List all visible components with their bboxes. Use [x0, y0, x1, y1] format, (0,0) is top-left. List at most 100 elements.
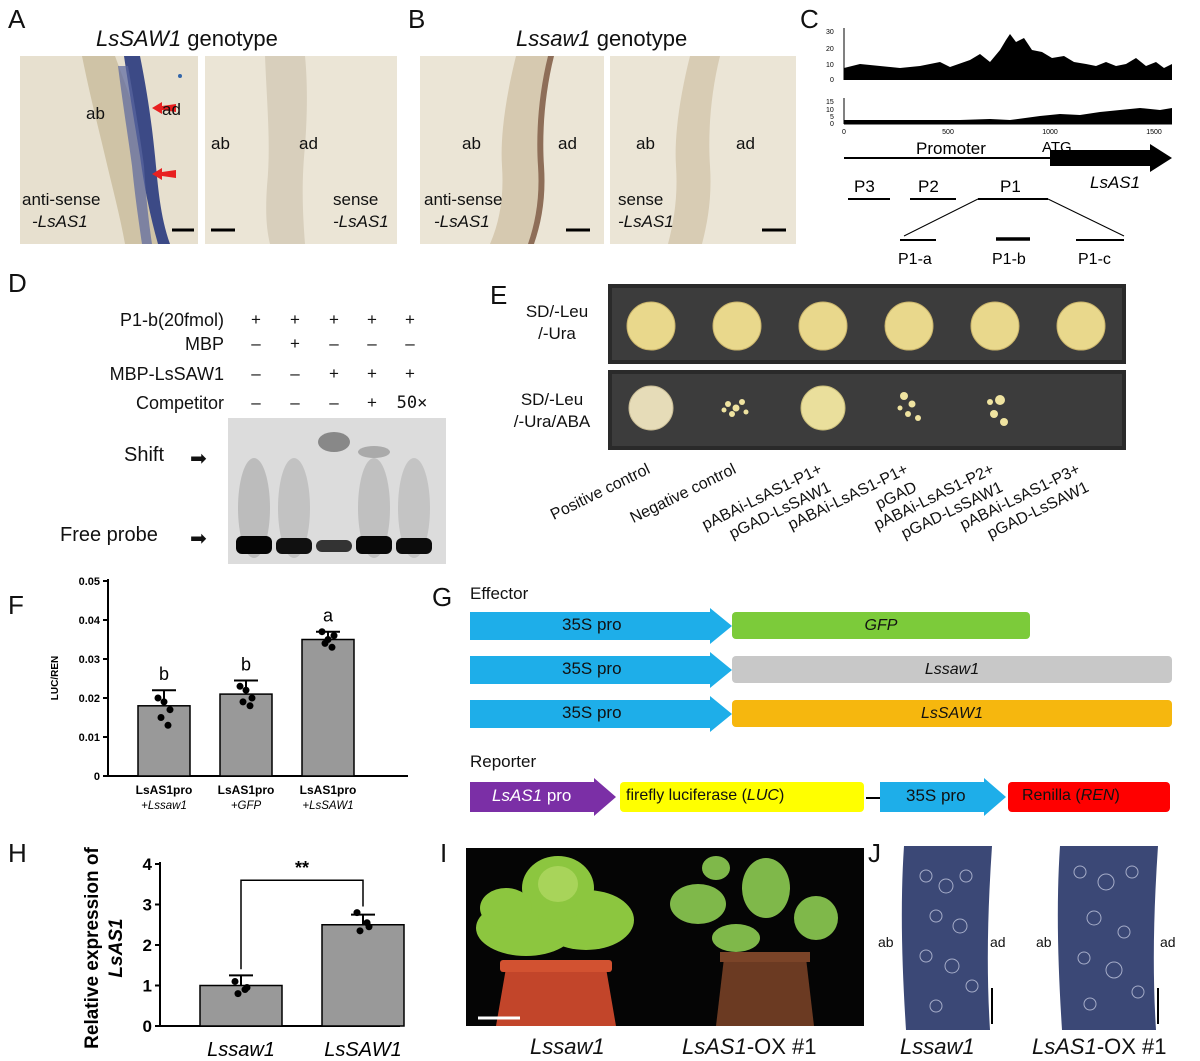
d-mark: –	[290, 364, 300, 383]
h-data-point	[363, 919, 371, 927]
c-tick-t1-3: 0	[830, 77, 834, 84]
h-y-tick-label: 0	[143, 1017, 152, 1036]
c-tick-t1-1: 20	[826, 46, 834, 53]
panel-a-right-ab: ab	[211, 134, 230, 153]
panel-b-sense-image: ab ad sense -LsAS1	[610, 56, 796, 244]
d-mark: –	[405, 334, 415, 353]
f-sig-letter: a	[323, 606, 334, 626]
g-effector-promoter-label: 35S pro	[562, 659, 622, 678]
c-atg-label: ATG	[1042, 139, 1072, 156]
panel-label-c: C	[800, 4, 819, 34]
panel-b-right-probe-1: sense	[618, 190, 664, 209]
d-mark: +	[251, 310, 261, 329]
chart-h: 0 1 2 3 4 Lssaw1 LsSAW1 ** Relative expression…	[82, 846, 405, 1061]
c-sub-p1a: P1-a	[898, 251, 932, 268]
panel-a-left-probe-2: -LsAS1	[32, 212, 88, 231]
panel-a-sense-image: ab ad sense -LsAS1	[205, 56, 397, 244]
h-y-axis-label-2: LsAS1	[106, 918, 127, 977]
panel-b-left-ab: ab	[462, 134, 481, 153]
panel-label-a: A	[8, 4, 26, 34]
h-y-tick-label: 2	[143, 936, 152, 955]
c-coverage-track1	[844, 34, 1172, 80]
f-y-tick-label: 0.05	[79, 576, 100, 588]
j-right-ab: ab	[1036, 934, 1052, 950]
f-sig-letter: b	[159, 664, 169, 684]
f-data-point	[236, 682, 244, 690]
i-right-label: LsAS1-OX #1	[682, 1034, 817, 1059]
c-tick-t2-1: 10	[826, 107, 834, 114]
e-row1-label-1: SD/-Leu	[525, 302, 589, 321]
h-data-point	[234, 990, 242, 998]
f-data-point	[164, 721, 172, 729]
c-sub-p1b: P1-b	[992, 251, 1026, 268]
c-tick-t2-3: 0	[830, 121, 834, 128]
c-xtick-1: 500	[942, 129, 954, 136]
c-promoter-label: Promoter	[916, 139, 986, 158]
d-row-label-2: MBP-LsSAW1	[109, 364, 224, 384]
panel-label-e: E	[490, 280, 508, 310]
c-sub-p1c: P1-c	[1078, 251, 1111, 268]
d-mark: +	[367, 364, 377, 383]
g-reporter-label: Reporter	[470, 752, 537, 771]
f-category-label-1: LsAS1pro	[300, 783, 357, 797]
e-colony-row1	[626, 301, 1106, 351]
j-left-section	[896, 846, 1000, 1030]
d-row-label-3: Competitor	[135, 393, 224, 413]
f-category-label-2: +GFP	[231, 800, 262, 812]
panel-b-antisense-image: ab ad anti-sense -LsAS1	[420, 56, 604, 244]
d-mark: 50×	[396, 393, 428, 413]
f-sig-letter: b	[241, 654, 251, 674]
d-row-label-0: P1-b(20fmol)	[119, 310, 224, 330]
panel-b-left-ad: ad	[558, 134, 577, 153]
f-data-point	[239, 698, 247, 706]
d-mark: –	[329, 393, 339, 412]
c-fragment-p1: P1	[1000, 177, 1021, 196]
f-data-point	[154, 694, 162, 702]
d-mark: +	[405, 310, 415, 329]
f-category-label-2: +LsSAW1	[302, 800, 353, 812]
d-mark: +	[405, 364, 415, 383]
panel-a-right-ad: ad	[299, 134, 318, 153]
e-row2-label-1: SD/-Leu	[520, 390, 584, 409]
j-right-label: LsAS1-OX #1	[1032, 1034, 1167, 1059]
e-row1-label-2: /-Ura	[538, 324, 576, 343]
f-data-point	[246, 702, 254, 710]
h-y-tick-label: 1	[143, 976, 152, 995]
f-data-point	[318, 628, 326, 636]
g-effector-label: Effector	[470, 584, 529, 603]
c-tick-t2-2: 5	[830, 114, 834, 121]
panel-b-right-probe-2: -LsAS1	[618, 212, 674, 231]
f-data-point	[160, 698, 168, 706]
f-data-point	[330, 632, 338, 640]
f-data-point	[248, 694, 256, 702]
c-xtick-3: 1500	[1146, 129, 1162, 136]
f-bar	[219, 693, 273, 777]
panel-a-left-probe-1: anti-sense	[22, 190, 101, 209]
d-mark: –	[367, 334, 377, 353]
f-y-tick-label: 0.03	[79, 654, 100, 666]
f-data-point	[328, 643, 336, 651]
g-effector-promoter-label: 35S pro	[562, 703, 622, 722]
f-category-label-1: LsAS1pro	[218, 783, 275, 797]
d-mark: +	[329, 364, 339, 383]
panel-label-i: I	[440, 838, 448, 868]
i-left-label: Lssaw1	[530, 1034, 605, 1059]
d-free-arrow-icon: ➡	[190, 528, 207, 550]
g-reporter-35s-pro: 35S pro	[880, 778, 1006, 816]
d-mark: +	[290, 310, 300, 329]
d-mark: –	[290, 393, 300, 412]
g-reporter-lsas1-pro: LsAS1 pro	[470, 778, 616, 816]
d-mark: –	[251, 393, 261, 412]
panel-label-h: H	[8, 838, 27, 868]
f-data-point	[157, 714, 165, 721]
c-tick-t1-2: 10	[826, 62, 834, 69]
f-y-tick-label: 0.04	[79, 615, 101, 627]
e-plate-row1	[608, 284, 1126, 364]
h-bar	[199, 984, 283, 1027]
j-left-ab: ab	[878, 934, 894, 950]
c-fragment-p2: P2	[918, 177, 939, 196]
panel-label-b: B	[408, 4, 426, 34]
g-effector-gene: Lssaw1	[732, 656, 1172, 683]
h-data-point	[231, 977, 239, 985]
h-bar	[321, 924, 405, 1027]
